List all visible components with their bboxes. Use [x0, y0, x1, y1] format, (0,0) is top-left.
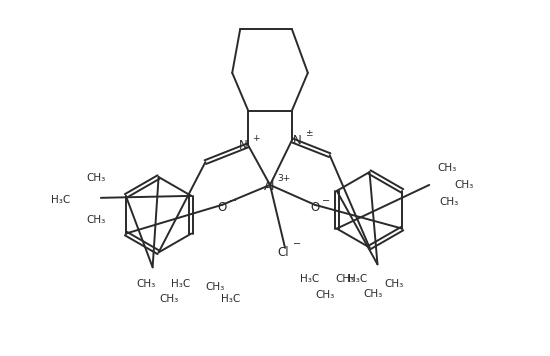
Text: CH₃: CH₃: [437, 163, 456, 173]
Text: N: N: [293, 134, 301, 147]
Text: H₃C: H₃C: [348, 274, 367, 284]
Text: −: −: [229, 196, 237, 206]
Text: 3+: 3+: [277, 174, 290, 183]
Text: Cl: Cl: [277, 246, 289, 259]
Text: −: −: [322, 196, 330, 206]
Text: CH₃: CH₃: [86, 173, 106, 183]
Text: CH₃: CH₃: [385, 279, 404, 289]
Text: +: +: [252, 134, 260, 143]
Text: CH₃: CH₃: [454, 180, 474, 190]
Text: ±: ±: [305, 129, 312, 138]
Text: H₃C: H₃C: [221, 294, 240, 304]
Text: −: −: [293, 240, 301, 250]
Text: Al: Al: [265, 180, 276, 193]
Text: CH₃: CH₃: [159, 294, 178, 304]
Text: CH₃: CH₃: [206, 282, 225, 292]
Text: N: N: [239, 139, 248, 152]
Text: H₃C: H₃C: [171, 279, 190, 289]
Text: H₃C: H₃C: [52, 195, 71, 205]
Text: CH₃: CH₃: [439, 197, 459, 207]
Text: CH₃: CH₃: [86, 215, 106, 225]
Text: CH₃: CH₃: [363, 289, 382, 299]
Text: O: O: [218, 201, 227, 214]
Text: CH₃: CH₃: [315, 290, 334, 300]
Text: CH₃: CH₃: [136, 279, 155, 289]
Text: CH₃: CH₃: [335, 274, 354, 284]
Text: H₃C: H₃C: [300, 274, 320, 284]
Text: O: O: [310, 201, 320, 214]
